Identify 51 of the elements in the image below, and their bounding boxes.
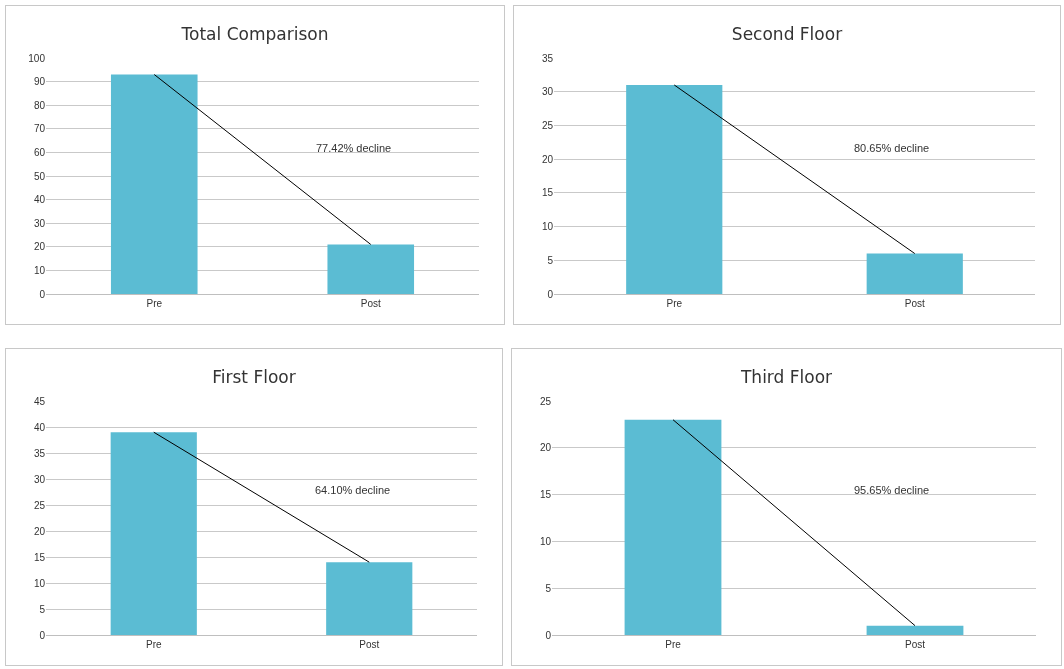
y-tick-label: 10 xyxy=(33,264,46,276)
x-tick-label: Post xyxy=(904,639,926,650)
x-tick-label: Post xyxy=(360,298,381,309)
x-tick-label: Pre xyxy=(666,298,683,309)
y-tick-label: 90 xyxy=(33,76,46,88)
y-tick-label: 40 xyxy=(33,194,46,206)
annotation: 80.65% decline xyxy=(854,142,930,154)
y-tick-label: 20 xyxy=(33,525,46,537)
y-tick-label: 20 xyxy=(33,241,46,253)
y-tick-label: 10 xyxy=(33,577,46,589)
y-tick-label: 25 xyxy=(33,499,46,511)
y-tick-label: 25 xyxy=(541,119,554,131)
chart-title: Third Floor xyxy=(739,366,833,387)
chart-title: Total Comparison xyxy=(180,23,329,44)
y-tick-label: 60 xyxy=(33,146,46,158)
y-tick-label: 20 xyxy=(539,442,552,454)
annotation: 95.65% decline xyxy=(854,484,930,496)
y-tick-label: 10 xyxy=(539,535,552,547)
y-tick-label: 5 xyxy=(39,603,46,615)
y-tick-label: 0 xyxy=(545,629,552,641)
y-tick-label: 40 xyxy=(33,421,46,433)
y-tick-label: 45 xyxy=(33,395,46,407)
y-tick-label: 5 xyxy=(547,254,554,266)
chart-title: Second Floor xyxy=(731,23,843,44)
x-tick-label: Post xyxy=(904,298,925,309)
y-tick-label: 5 xyxy=(545,582,552,594)
y-tick-label: 0 xyxy=(39,288,46,300)
y-tick-label: 80 xyxy=(33,99,46,111)
annotation: 64.10% decline xyxy=(315,484,391,496)
y-tick-label: 30 xyxy=(33,473,46,485)
y-tick-label: 15 xyxy=(33,551,46,563)
x-tick-label: Pre xyxy=(146,298,163,309)
y-tick-label: 35 xyxy=(33,447,46,459)
y-tick-label: 100 xyxy=(28,52,46,64)
x-tick-label: Pre xyxy=(145,639,162,650)
y-tick-label: 0 xyxy=(547,288,554,300)
y-tick-label: 35 xyxy=(541,52,554,64)
y-tick-label: 15 xyxy=(539,489,552,501)
y-tick-label: 25 xyxy=(539,395,552,407)
y-tick-label: 0 xyxy=(39,629,46,641)
y-tick-label: 15 xyxy=(541,187,554,199)
y-tick-label: 30 xyxy=(33,217,46,229)
chart-title: First Floor xyxy=(212,366,296,387)
y-tick-label: 70 xyxy=(33,123,46,135)
annotation: 77.42% decline xyxy=(316,142,392,154)
y-tick-label: 20 xyxy=(541,153,554,165)
y-tick-label: 50 xyxy=(33,170,46,182)
y-tick-label: 30 xyxy=(541,86,554,98)
x-tick-label: Pre xyxy=(665,639,682,650)
y-tick-label: 10 xyxy=(541,221,554,233)
x-tick-label: Post xyxy=(359,639,380,650)
